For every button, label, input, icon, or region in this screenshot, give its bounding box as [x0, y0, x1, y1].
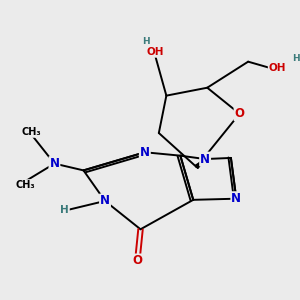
Text: N: N [200, 153, 210, 166]
Text: N: N [100, 194, 110, 208]
Text: N: N [231, 192, 241, 205]
Text: H: H [292, 54, 299, 63]
Text: N: N [50, 157, 59, 170]
Text: OH: OH [269, 64, 286, 74]
Text: O: O [235, 107, 244, 120]
Polygon shape [195, 159, 205, 169]
Text: CH₃: CH₃ [15, 180, 35, 190]
Text: H: H [142, 37, 150, 46]
Text: H: H [60, 205, 69, 215]
Text: N: N [140, 146, 150, 159]
Text: OH: OH [147, 47, 164, 57]
Text: O: O [132, 254, 142, 268]
Text: CH₃: CH₃ [22, 127, 41, 137]
